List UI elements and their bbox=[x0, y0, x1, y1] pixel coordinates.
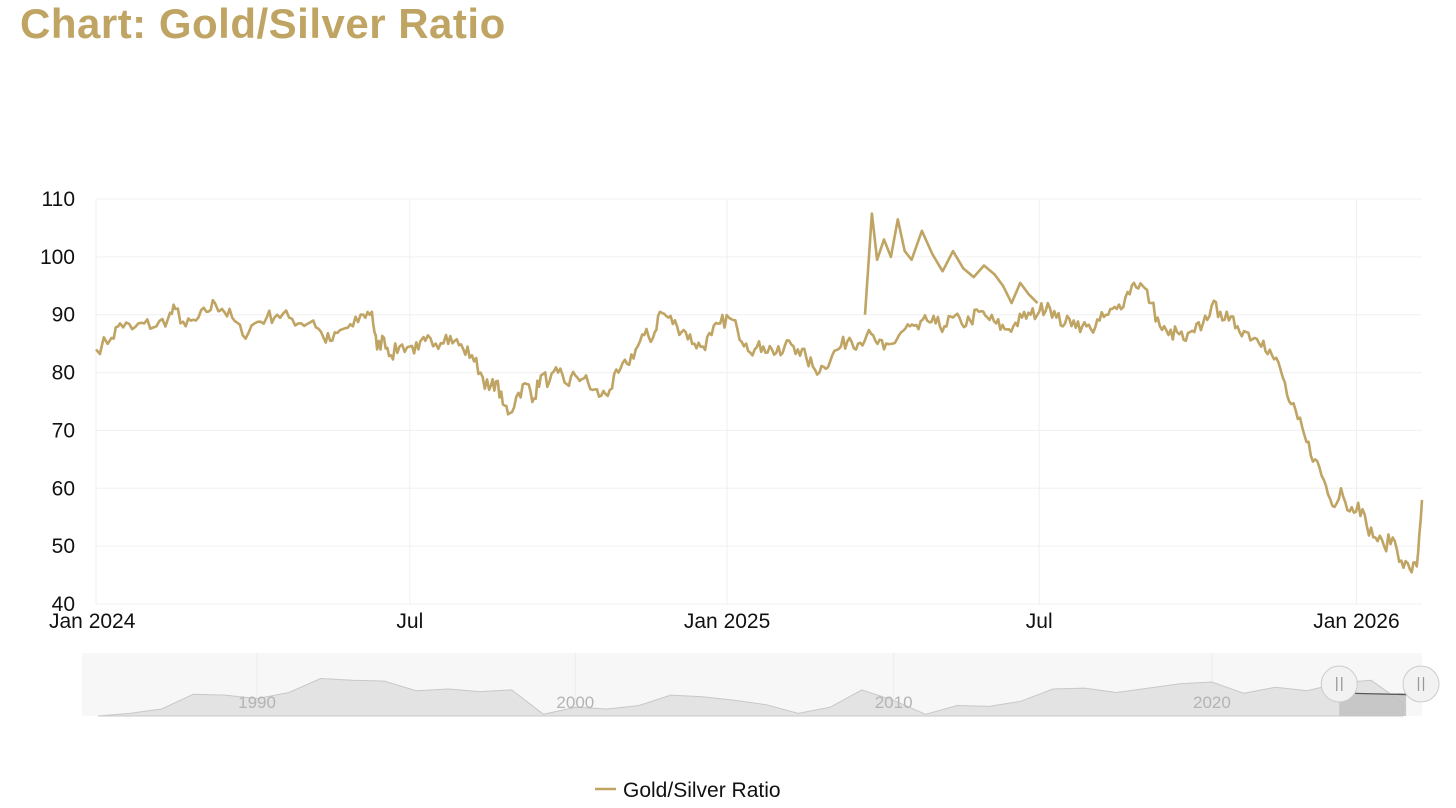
y-tick-label: 40 bbox=[52, 593, 75, 616]
x-tick-label: Jan 2026 bbox=[1313, 610, 1399, 633]
navigator-tick-label: 2010 bbox=[875, 693, 913, 712]
navigator-selection[interactable] bbox=[1339, 693, 1407, 716]
navigator-area bbox=[97, 677, 1404, 717]
handle-circle[interactable] bbox=[1320, 665, 1358, 703]
y-tick-label: 90 bbox=[52, 304, 75, 327]
legend-label: Gold/Silver Ratio bbox=[623, 779, 781, 802]
series-line-0[interactable] bbox=[94, 281, 1424, 574]
navigator-right-handle[interactable] bbox=[1402, 665, 1440, 703]
page-title: Chart: Gold/Silver Ratio bbox=[20, 0, 506, 47]
navigator[interactable]: 1990 2000 2010 2020 bbox=[82, 653, 1440, 717]
series-line-peak-segment[interactable] bbox=[863, 212, 1039, 315]
series-layer bbox=[94, 212, 1424, 574]
y-tick-label: 110 bbox=[42, 188, 75, 211]
y-tick-label: 50 bbox=[52, 535, 75, 558]
legend-item[interactable]: Gold/Silver Ratio bbox=[595, 779, 781, 802]
x-tick-label: Jul bbox=[396, 610, 423, 633]
y-tick-label: 70 bbox=[52, 419, 75, 442]
x-tick-label: Jul bbox=[1026, 610, 1053, 633]
navigator-tick-label: 1990 bbox=[238, 693, 276, 712]
legend[interactable]: Gold/Silver Ratio bbox=[595, 779, 781, 802]
grid bbox=[95, 198, 1422, 605]
y-tick-label: 100 bbox=[40, 246, 75, 269]
y-tick-label: 80 bbox=[52, 362, 75, 385]
y-tick-label: 60 bbox=[52, 477, 75, 500]
x-tick-label: Jan 2024 bbox=[49, 610, 136, 633]
handle-circle[interactable] bbox=[1402, 665, 1440, 703]
x-tick-label: Jan 2025 bbox=[684, 610, 770, 633]
navigator-left-handle[interactable] bbox=[1320, 665, 1358, 703]
navigator-tick-label: 2000 bbox=[556, 693, 594, 712]
navigator-tick-label: 2020 bbox=[1193, 693, 1231, 712]
axes: 40 50 60 70 80 90 100 110 Jan 2024 Jul Jan 2025 Jul… bbox=[40, 188, 1400, 633]
